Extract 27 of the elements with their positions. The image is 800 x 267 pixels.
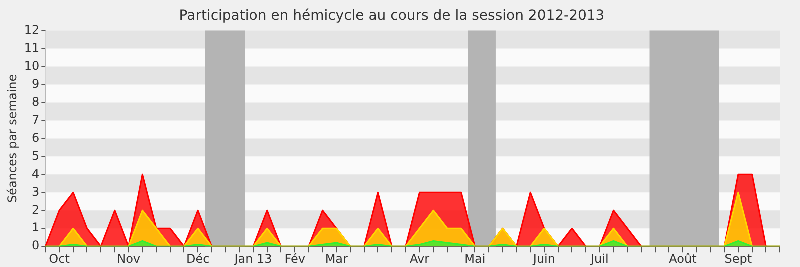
y-tick-label: 8 (32, 94, 40, 109)
y-tick-label: 5 (32, 148, 40, 163)
x-tick-label: Mar (325, 252, 348, 266)
y-tick-label: 2 (32, 202, 40, 217)
y-tick-label: 1 (32, 220, 40, 235)
y-tick-label: 10 (24, 58, 40, 73)
y-tick-label: 7 (32, 112, 40, 127)
x-tick-label: Mai (464, 252, 486, 266)
x-tick-label: Déc (186, 252, 210, 266)
y-axis-title: Séances par semaine (5, 74, 20, 204)
y-tick-label: 11 (24, 40, 40, 55)
x-tick-label: Août (669, 252, 698, 266)
x-tick-label: Juin (532, 252, 556, 266)
y-tick-label: 6 (32, 130, 40, 145)
x-tick-label: Juil (590, 252, 609, 266)
x-tick-label: Nov (117, 252, 141, 266)
x-tick-label: Oct (49, 252, 70, 266)
x-tick-label: Avr (410, 252, 430, 266)
x-tick-label: Jan 13 (234, 252, 272, 266)
x-tick-label: Fév (284, 252, 306, 266)
chart-title: Participation en hémicycle au cours de la session 2012-2013 (179, 8, 605, 24)
y-tick-label: 0 (32, 238, 40, 253)
y-tick-label: 3 (32, 184, 40, 199)
y-tick-label: 9 (32, 76, 40, 91)
x-tick-label: Sept (724, 252, 752, 266)
y-tick-label: 4 (32, 166, 40, 181)
y-tick-label: 12 (24, 22, 40, 37)
